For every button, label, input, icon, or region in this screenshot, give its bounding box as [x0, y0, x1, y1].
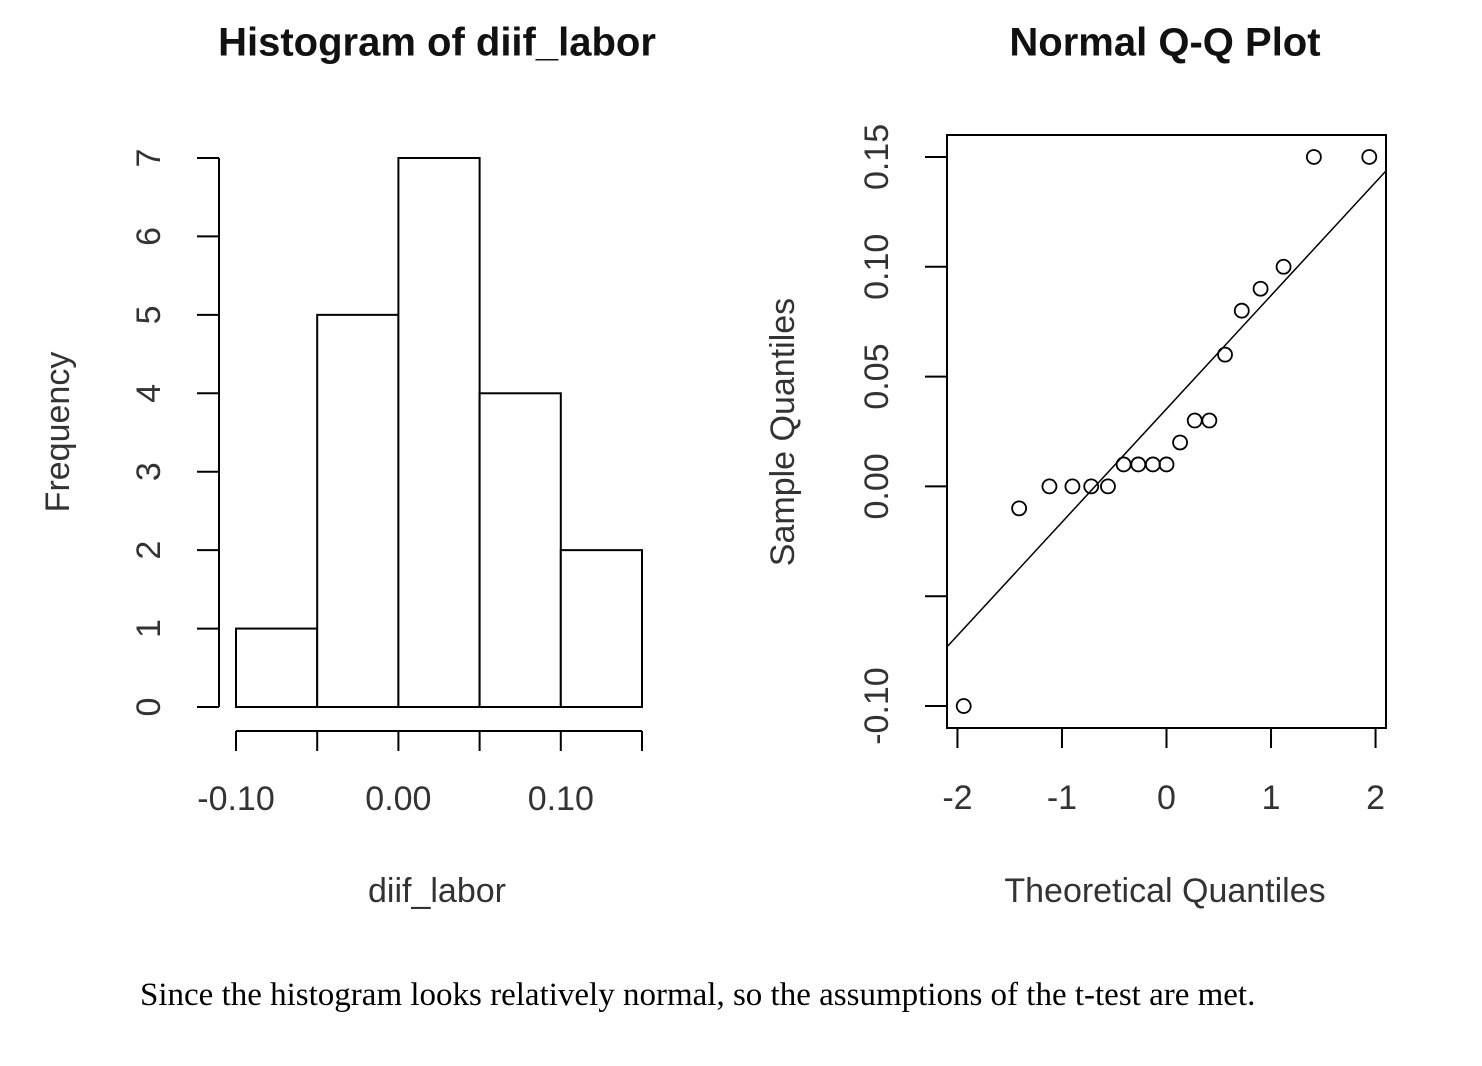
x-tick-label: 0 — [1157, 779, 1176, 817]
reference-line — [946, 170, 1387, 648]
x-tick-label: 2 — [1366, 779, 1385, 817]
point — [1172, 434, 1188, 451]
chart-title: Histogram of diif_labor — [218, 21, 656, 65]
point — [1130, 456, 1147, 473]
point — [1011, 500, 1028, 517]
bar — [559, 549, 643, 709]
point — [1201, 412, 1218, 429]
y-tick-label: 2 — [130, 541, 168, 560]
bar — [235, 627, 319, 708]
y-tick-label: 3 — [130, 462, 168, 481]
y-tick-label: 0.10 — [858, 234, 896, 300]
bar — [397, 157, 481, 708]
point — [1145, 456, 1161, 473]
chart-title: Normal Q-Q Plot — [1009, 21, 1320, 65]
point — [955, 698, 972, 714]
x-tick-label: 0.10 — [528, 780, 594, 818]
y-tick-label: 0.05 — [858, 343, 896, 409]
y-tick-label: -0.10 — [858, 667, 896, 745]
point — [1083, 478, 1100, 495]
point — [1064, 478, 1081, 495]
x-tick-label: -2 — [942, 779, 972, 817]
bar — [316, 313, 400, 708]
point — [1233, 302, 1250, 319]
x-axis-label: diif_labor — [368, 872, 506, 910]
bar — [478, 392, 562, 708]
y-axis-label: Sample Quantiles — [764, 298, 802, 566]
charts: Histogram of diif_labor diif_labor Frequen… — [39, 21, 1387, 910]
y-tick-label: 0.00 — [858, 453, 896, 519]
point — [1275, 258, 1292, 275]
y-tick-label: 7 — [130, 149, 168, 168]
point — [1041, 478, 1058, 495]
y-tick-label: 1 — [130, 619, 168, 638]
y-tick-label: 0.15 — [858, 124, 896, 190]
point — [1361, 149, 1378, 165]
point — [1100, 478, 1116, 495]
point — [1186, 412, 1203, 429]
x-tick-label: 1 — [1262, 779, 1281, 817]
y-axis-label: Frequency — [39, 352, 77, 513]
x-tick-label: -1 — [1047, 779, 1077, 817]
point — [1217, 346, 1233, 363]
point — [1305, 149, 1322, 165]
caption: Since the histogram looks relatively nor… — [140, 977, 1256, 1013]
x-axis-label: Theoretical Quantiles — [1004, 872, 1325, 910]
x-tick-label: 0.00 — [365, 780, 431, 818]
x-tick-label: -0.10 — [197, 780, 275, 818]
y-tick-label: 5 — [130, 305, 168, 324]
y-tick-label: 0 — [130, 698, 168, 717]
point — [1115, 456, 1132, 473]
point — [1158, 456, 1175, 473]
plot-frame — [946, 134, 1387, 729]
y-tick-label: 4 — [130, 384, 168, 403]
point — [1252, 280, 1269, 297]
y-tick-label: 6 — [130, 227, 168, 246]
